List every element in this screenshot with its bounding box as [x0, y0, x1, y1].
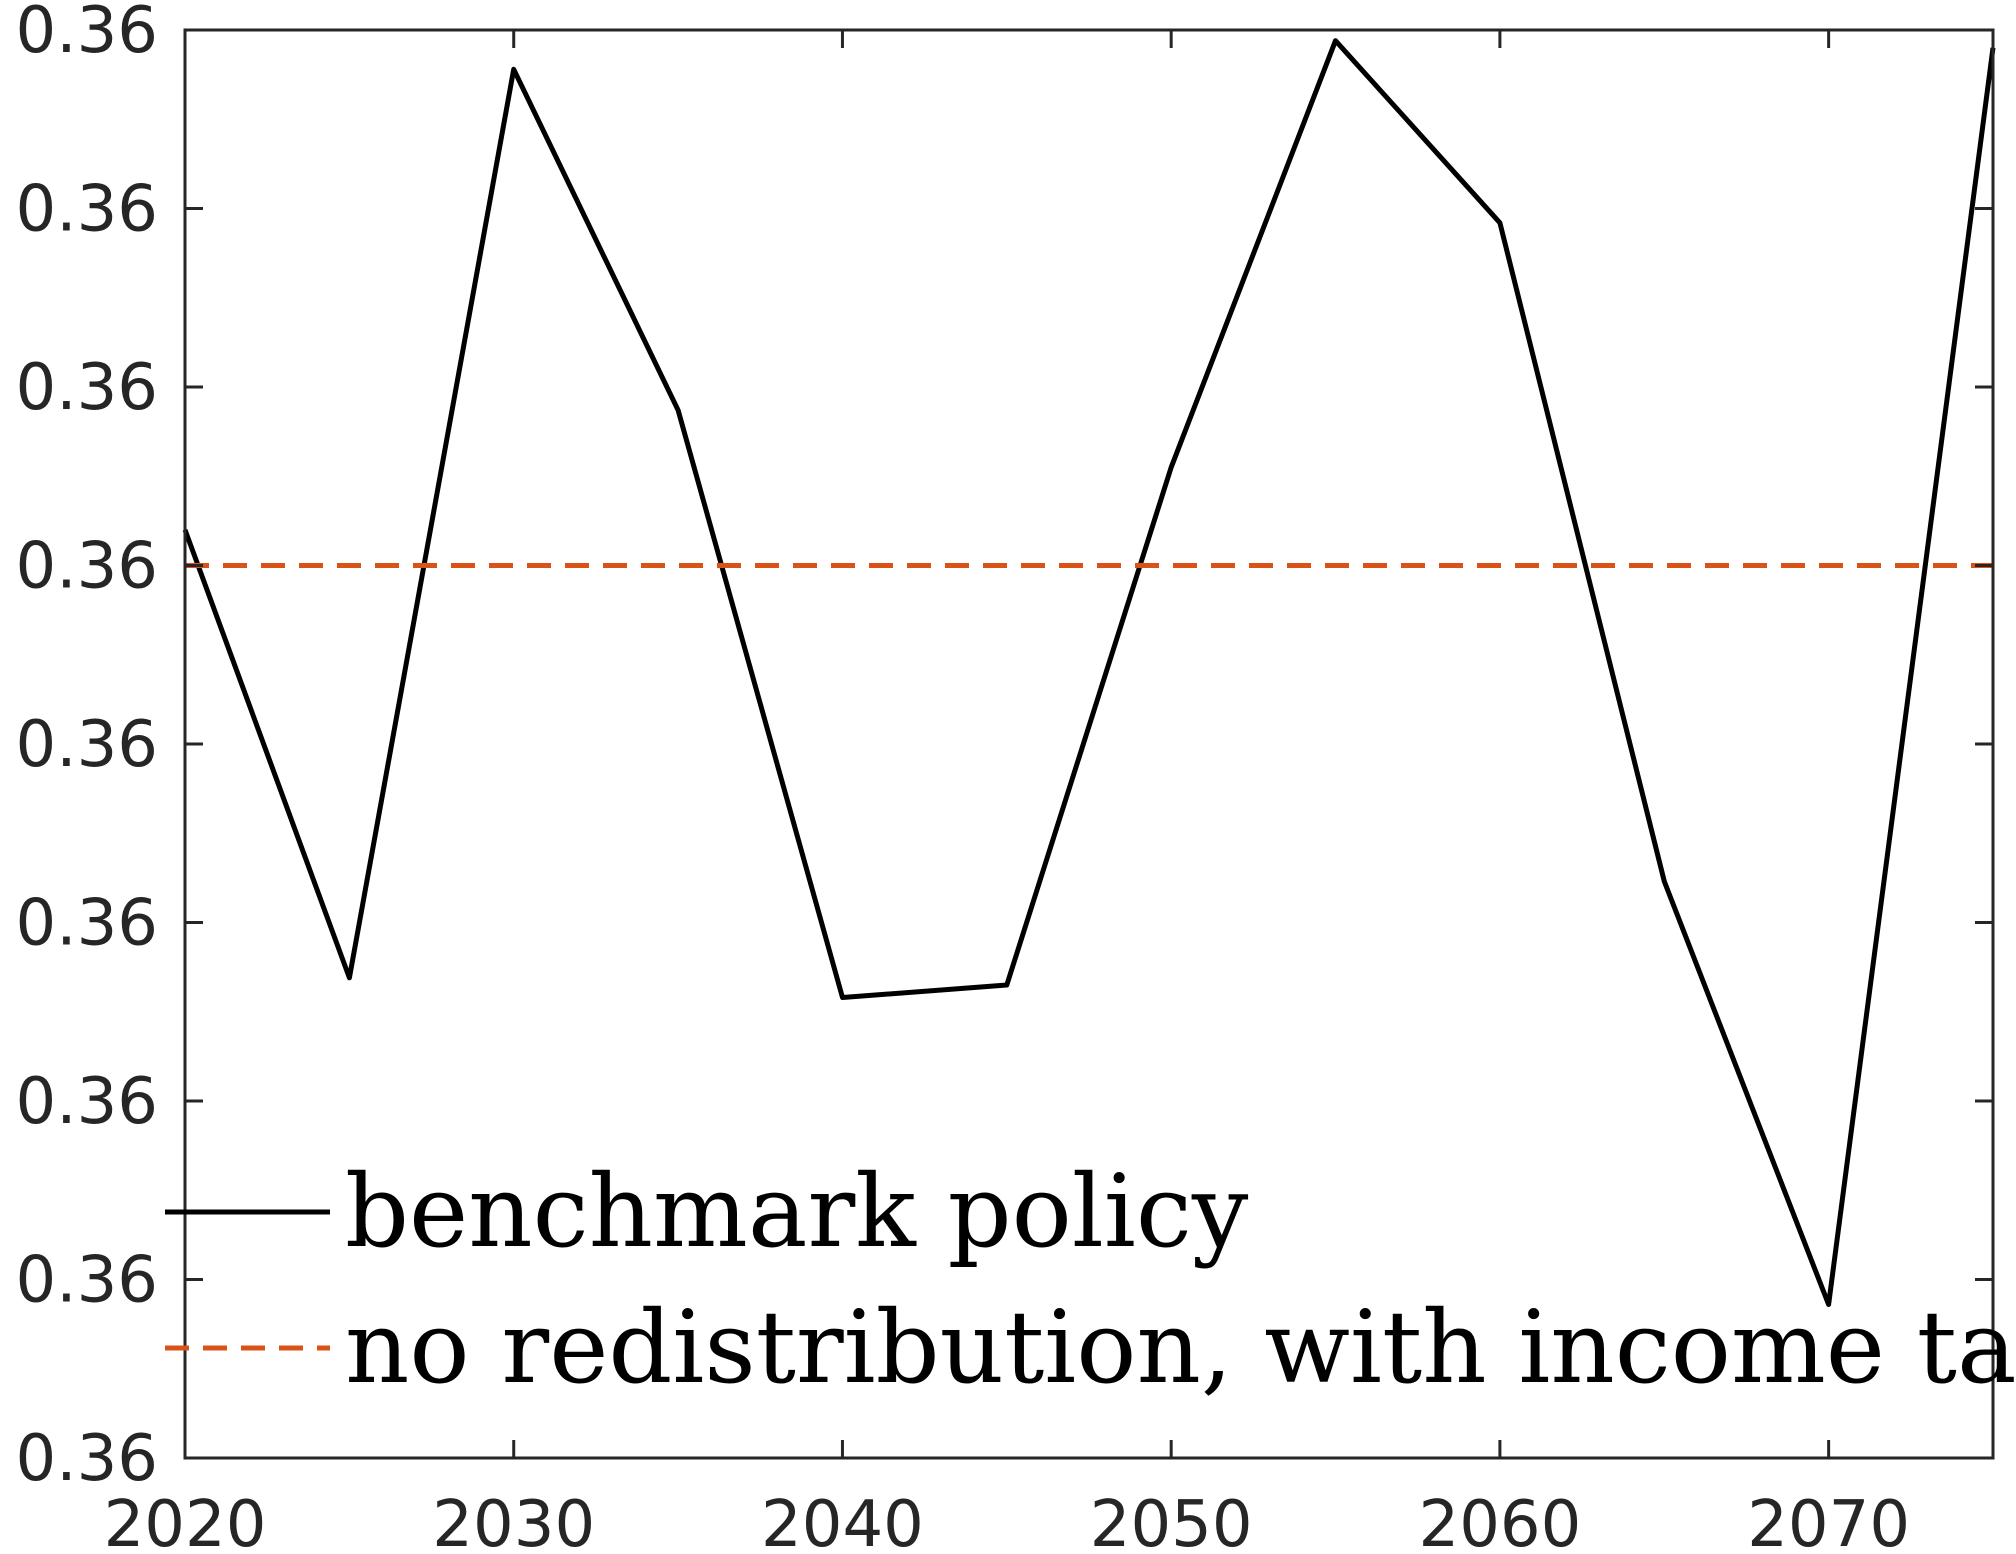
- x-tick-label: 2030: [432, 1488, 595, 1554]
- y-tick-label: 0.36: [16, 708, 159, 782]
- y-tick-label: 0.36: [16, 1065, 159, 1139]
- legend-label-2: no redistribution, with income tax: [345, 1289, 2016, 1406]
- y-tick-label: 0.36: [16, 173, 159, 247]
- legend-label-1: benchmark policy: [345, 1153, 1249, 1270]
- x-tick-label: 2060: [1418, 1488, 1581, 1554]
- y-tick-label: 0.36: [16, 0, 159, 68]
- x-tick-label: 2040: [761, 1488, 924, 1554]
- x-tick-label: 2070: [1747, 1488, 1910, 1554]
- y-tick-label: 0.36: [16, 351, 159, 425]
- axis-ticks-layer: 2020 2030 2040 2050 2060 2070 0.36 0.36 0.36 0.36…: [16, 0, 1993, 1554]
- legend: benchmark policy no redistribution, with …: [165, 1153, 2016, 1406]
- y-tick-label: 0.36: [16, 1244, 159, 1318]
- x-tick-label: 2050: [1090, 1488, 1253, 1554]
- y-tick-label: 0.36: [16, 887, 159, 961]
- y-tick-label: 0.36: [16, 1422, 159, 1496]
- series-line-1: [182, 38, 1996, 1307]
- y-tick-label: 0.36: [16, 530, 159, 604]
- plot-series-layer: [182, 38, 1996, 1307]
- x-tick-label: 2020: [104, 1488, 267, 1554]
